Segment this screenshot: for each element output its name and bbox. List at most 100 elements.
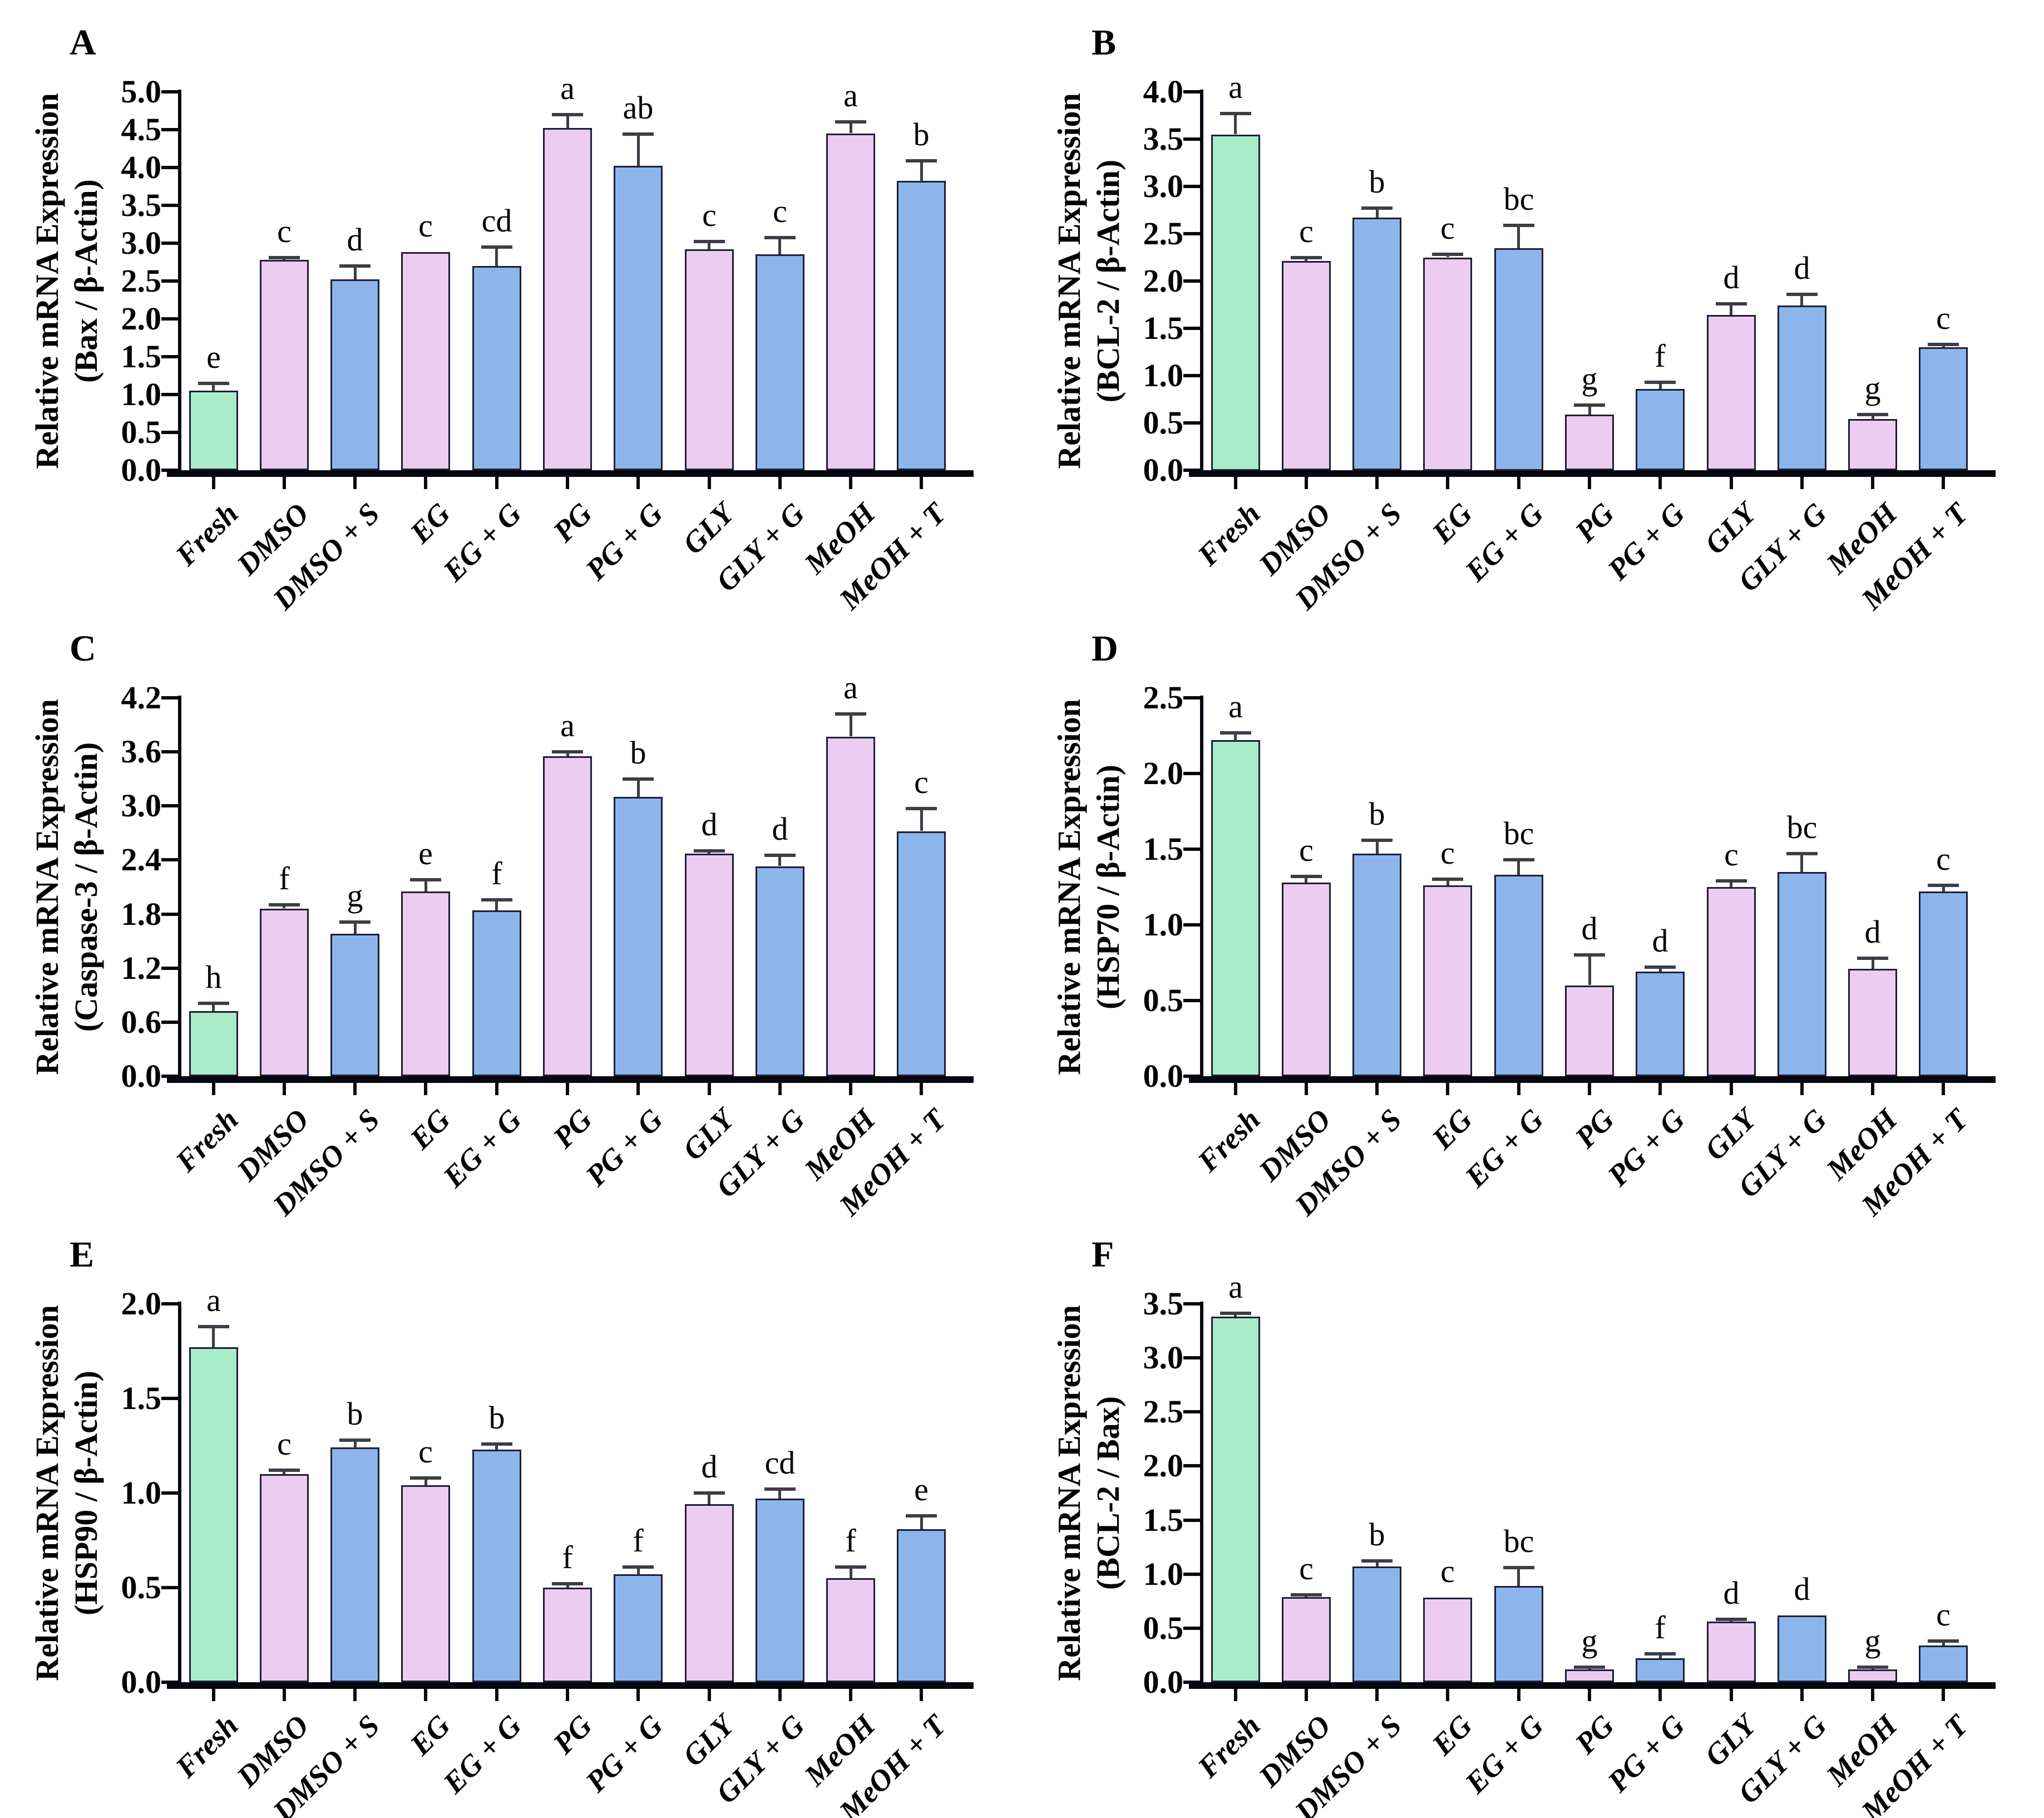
error-bar-cap (694, 849, 725, 853)
error-bar-line (1517, 860, 1520, 875)
bar-pg (543, 1588, 592, 1682)
y-tick-mark (161, 1491, 178, 1495)
error-bar-line (1800, 294, 1803, 306)
y-tick-mark (1183, 1627, 1200, 1630)
bar-fresh (1211, 1317, 1260, 1682)
significance-letter: c (1440, 1553, 1455, 1589)
error-bar-cap (1220, 112, 1251, 115)
error-bar-line (424, 1478, 427, 1486)
y-tick-label: 3.0 (121, 787, 162, 824)
error-bar-cap (269, 1469, 300, 1472)
bar-pg (1565, 1669, 1614, 1682)
y-tick-mark (161, 1021, 178, 1024)
error-bar-cap (694, 240, 725, 243)
error-bar-cap (1574, 953, 1605, 957)
error-bar-cap (1857, 957, 1888, 960)
y-tick-mark (1183, 1681, 1200, 1684)
y-tick-label: 1.2 (121, 950, 162, 986)
x-tick-mark (1305, 1083, 1308, 1095)
bar-eg-g (472, 266, 521, 470)
x-tick-mark (1730, 477, 1733, 489)
y-tick-mark (1183, 90, 1200, 93)
y-tick-mark (1183, 1573, 1200, 1576)
bar-fresh (1211, 740, 1260, 1076)
bar-eg-g (1494, 875, 1543, 1076)
x-tick-mark (566, 477, 569, 489)
x-tick-mark (1588, 1689, 1591, 1701)
bar-gly-g (756, 1499, 804, 1682)
error-bar-cap (1220, 1312, 1251, 1315)
error-bar-line (1234, 114, 1237, 134)
panel-label: E (70, 1234, 95, 1275)
x-category-label: PG + G (579, 1708, 669, 1799)
error-bar-line (566, 1584, 569, 1588)
error-bar-cap (1645, 381, 1676, 384)
error-bar-cap (552, 1582, 583, 1585)
bar-dmso-s (330, 279, 379, 470)
bar-pg (543, 756, 592, 1076)
error-bar-line (1942, 1641, 1945, 1645)
error-bar-cap (198, 382, 229, 385)
x-axis-line (167, 1076, 974, 1083)
error-bar-cap (339, 920, 371, 924)
error-bar-line (637, 1567, 640, 1575)
bar-dmso-s (330, 934, 379, 1076)
y-tick-label: 0.0 (121, 1058, 162, 1094)
error-bar-cap (552, 750, 583, 753)
x-tick-mark (1871, 477, 1874, 489)
x-category-label: GLY (1698, 1708, 1762, 1773)
error-bar-cap (1291, 1593, 1322, 1597)
significance-letter: a (843, 77, 858, 114)
significance-letter: c (1299, 213, 1314, 249)
x-tick-mark (353, 1083, 357, 1095)
error-bar-line (1588, 405, 1591, 415)
significance-letter: f (845, 1523, 856, 1559)
error-bar-cap (1857, 413, 1888, 416)
error-bar-cap (694, 1491, 725, 1495)
significance-letter: f (491, 855, 502, 891)
y-tick-mark (161, 90, 178, 93)
bar-meoh-t (897, 831, 946, 1076)
x-category-label: PG + G (579, 496, 669, 587)
x-tick-mark (566, 1689, 569, 1701)
x-category-label: GLY (1698, 496, 1762, 561)
x-tick-mark (212, 477, 215, 489)
error-bar-cap (1857, 1666, 1888, 1669)
error-bar-cap (339, 264, 371, 268)
error-bar-cap (552, 113, 583, 116)
x-category-label: PG (1568, 1708, 1621, 1761)
error-bar-line (1234, 1313, 1237, 1317)
y-tick-mark (161, 1586, 178, 1589)
y-tick-label: 1.0 (121, 376, 162, 412)
error-bar-cap (906, 159, 937, 162)
x-tick-mark (636, 1083, 640, 1095)
x-tick-mark (283, 477, 286, 489)
y-tick-label: 3.5 (121, 187, 162, 223)
error-bar-line (850, 714, 852, 736)
x-category-label: PG (546, 496, 599, 549)
bar-gly-g (1778, 306, 1826, 470)
x-tick-mark (920, 1689, 923, 1701)
y-tick-mark (161, 858, 178, 861)
bar-fresh (189, 1011, 238, 1076)
significance-letter: b (913, 116, 930, 152)
y-tick-mark (1183, 1302, 1200, 1305)
bar-gly (685, 854, 734, 1076)
x-tick-mark (1234, 1083, 1237, 1095)
x-tick-mark (849, 1083, 852, 1095)
error-bar-line (850, 1567, 852, 1578)
y-tick-mark (1183, 279, 1200, 283)
y-tick-label: 3.0 (121, 225, 162, 261)
error-bar-line (495, 900, 498, 910)
bar-meoh (1848, 1669, 1897, 1682)
significance-letter: b (488, 1400, 505, 1436)
y-axis-line (1200, 90, 1203, 477)
y-tick-mark (161, 696, 178, 699)
significance-letter: e (206, 339, 221, 375)
x-category-label: GLY (676, 496, 740, 561)
error-bar-line (708, 1493, 710, 1504)
bar-meoh (1848, 419, 1897, 470)
x-tick-mark (1234, 477, 1237, 489)
error-bar-cap (1503, 1566, 1534, 1569)
